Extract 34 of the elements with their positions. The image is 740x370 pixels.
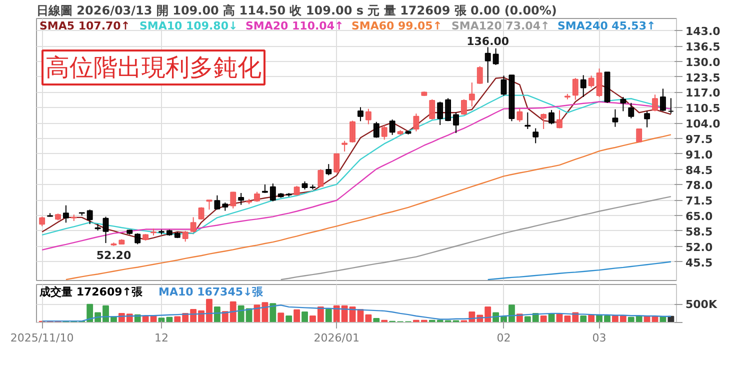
y-tick-label: 97.5 xyxy=(686,132,713,146)
annotation: 高位階出現利多鈍化 xyxy=(46,54,262,82)
y-tick-label: 45.5 xyxy=(686,256,713,270)
text: SMA5 107.70↑ xyxy=(40,20,130,32)
y-tick-label: 117.0 xyxy=(686,86,721,100)
x-tick-label: 2025/11/10 xyxy=(10,332,74,344)
x-tick-label: 02 xyxy=(496,332,511,344)
x-tick-label: 03 xyxy=(592,332,606,344)
text: SMA20 110.04↑ xyxy=(246,20,344,32)
text: SMA10 109.80↓ xyxy=(140,20,238,32)
chart-title: 日線圖 2026/03/13 開 109.00 高 114.50 收 109.00 s 元 量 172609 張 0.00 (0.00%) xyxy=(36,4,557,18)
y-tick-label: 84.5 xyxy=(686,164,713,177)
y-tick-label: 143.0 xyxy=(686,25,721,38)
y-tick-label: 136.5 xyxy=(686,40,720,54)
y-tick-label: 71.5 xyxy=(686,194,713,208)
y-tick-label: 65.0 xyxy=(686,210,713,224)
y-tick-label: 91.0 xyxy=(686,148,713,162)
annotation: 136.00 xyxy=(466,35,510,48)
y-tick-label: 110.5 xyxy=(686,102,720,116)
y-tick-label: 52.0 xyxy=(686,240,713,254)
series-label: 成交量 172609↑張 xyxy=(38,286,144,298)
text: SMA120 73.04↑ xyxy=(452,20,550,32)
annotation: 52.20 xyxy=(96,248,132,262)
y-tick-label: 58.5 xyxy=(686,225,713,238)
text: SMA240 45.53↑ xyxy=(558,20,656,32)
x-tick-label: 2026/01 xyxy=(314,332,360,344)
y-tick-label: 123.5 xyxy=(686,71,720,84)
y-tick-label: 78.0 xyxy=(686,179,713,192)
series-label: MA10 167345↓張 xyxy=(158,286,264,298)
x-tick-label: 12 xyxy=(154,332,168,344)
y-tick-label: 104.0 xyxy=(686,118,721,131)
text: SMA60 99.05↑ xyxy=(352,20,442,32)
y-tick-label: 500K xyxy=(686,298,718,311)
y-tick-label: 130.0 xyxy=(686,56,721,69)
